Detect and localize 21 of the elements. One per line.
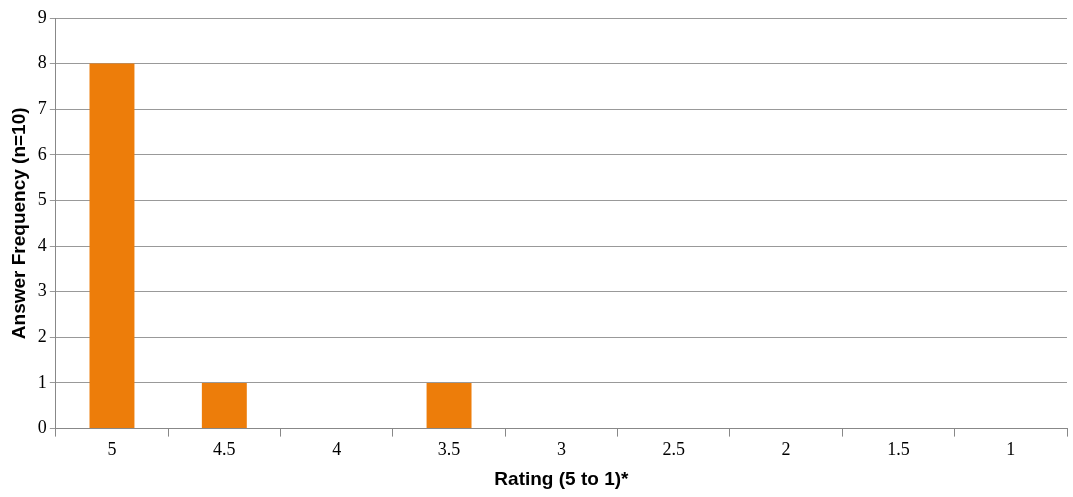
x-tick-label: 5 (107, 439, 117, 460)
x-axis-title: Rating (5 to 1)* (494, 467, 630, 489)
x-tick-label: 1 (1006, 439, 1016, 460)
y-axis-title: Answer Frequency (n=10) (7, 107, 29, 340)
y-tick-label: 5 (37, 189, 47, 210)
x-tick-label: 3 (556, 439, 566, 460)
y-tick-label: 3 (37, 280, 47, 301)
x-tick-label: 4.5 (213, 439, 236, 460)
y-tick-label: 2 (37, 326, 47, 347)
y-tick-label: 0 (37, 417, 47, 438)
y-tick-label: 6 (37, 143, 47, 164)
y-tick-label: 1 (37, 371, 47, 392)
x-tick-label: 2 (781, 439, 791, 460)
x-tick-label: 1.5 (887, 439, 910, 460)
y-tick-label: 9 (37, 6, 47, 27)
y-tick-label: 8 (37, 52, 47, 73)
x-tick-label: 3.5 (437, 439, 461, 460)
x-tick-label: 2.5 (662, 439, 686, 460)
y-tick-label: 7 (37, 97, 47, 118)
x-tick-label: 4 (332, 439, 342, 460)
y-tick-label: 4 (37, 234, 47, 255)
